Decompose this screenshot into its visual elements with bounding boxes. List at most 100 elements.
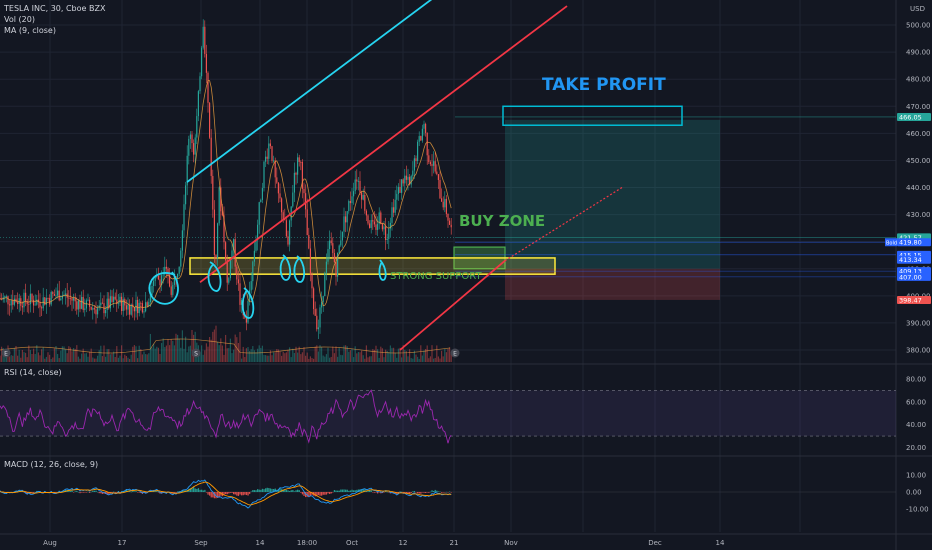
- volume-bar: [162, 338, 164, 362]
- strong-support-box: [189, 257, 556, 275]
- macd-histogram-bar: [404, 492, 406, 493]
- macd-tick-label: -10.00: [906, 506, 929, 514]
- candle-body: [146, 302, 148, 306]
- candle-body: [108, 298, 110, 309]
- volume-bar: [237, 342, 239, 362]
- macd-histogram-bar: [439, 491, 441, 493]
- macd-histogram-bar: [354, 490, 356, 492]
- volume-bar: [100, 345, 102, 362]
- candle-body: [303, 188, 305, 194]
- currency-label: USD: [910, 5, 925, 13]
- macd-histogram-bar: [444, 492, 446, 493]
- volume-bar: [380, 346, 382, 362]
- candle-body: [133, 307, 135, 312]
- candle-body: [236, 266, 238, 280]
- macd-histogram-bar: [426, 492, 428, 493]
- candle-body: [93, 308, 95, 310]
- macd-histogram-bar: [268, 488, 270, 492]
- volume-bar: [98, 350, 100, 362]
- volume-bar: [305, 355, 307, 362]
- macd-histogram-bar: [156, 490, 158, 492]
- candle-body: [79, 300, 81, 309]
- time-tick-label: 14: [256, 539, 265, 547]
- macd-histogram-bar: [100, 492, 102, 494]
- volume-bar: [77, 356, 79, 362]
- candle-body: [58, 290, 60, 301]
- candle-body: [292, 192, 294, 207]
- macd-histogram-bar: [434, 489, 436, 492]
- volume-bar: [429, 356, 431, 362]
- volume-bar: [109, 354, 111, 362]
- volume-bar: [117, 357, 119, 362]
- candle-body: [205, 53, 207, 73]
- volume-bar: [325, 354, 327, 362]
- price-tag-label: 466.05: [899, 113, 922, 121]
- candle-body: [23, 292, 25, 308]
- macd-line: [0, 479, 452, 509]
- volume-bar: [116, 346, 118, 362]
- volume-bar: [250, 349, 252, 362]
- macd-histogram-bar: [332, 492, 334, 493]
- event-marker: [191, 348, 201, 358]
- macd-histogram-bar: [252, 490, 254, 492]
- macd-histogram-bar: [85, 492, 88, 493]
- volume-bar: [210, 339, 212, 362]
- candle-body: [375, 224, 377, 230]
- candle-body: [412, 170, 414, 176]
- macd-histogram-bar: [239, 492, 241, 495]
- volume-bar: [154, 348, 156, 362]
- macd-histogram-bar: [343, 489, 345, 492]
- candle-body: [289, 220, 291, 245]
- volume-bar: [450, 353, 452, 362]
- macd-histogram-bar: [108, 492, 110, 495]
- volume-bar: [345, 345, 347, 362]
- volume-bar: [95, 358, 97, 362]
- macd-histogram-bar: [378, 492, 380, 493]
- candle-body: [225, 242, 227, 261]
- macd-histogram-bar: [271, 488, 273, 492]
- volume-bar: [50, 358, 52, 362]
- candle-body: [421, 128, 423, 141]
- macd-histogram-bar: [247, 492, 249, 496]
- candle-body: [204, 26, 206, 54]
- candles: [0, 19, 452, 340]
- candle-body: [223, 215, 225, 243]
- candle-body: [281, 198, 283, 213]
- volume-bar: [396, 357, 398, 362]
- volume-bar: [281, 355, 283, 362]
- macd-histogram-bar: [74, 491, 76, 492]
- volume-bar: [236, 337, 238, 362]
- volume-bar: [15, 346, 17, 362]
- candle-body: [9, 304, 11, 306]
- price-tick-label: 450.00: [906, 157, 931, 165]
- volume-bar: [373, 349, 375, 362]
- macd-histogram-bar: [260, 489, 262, 492]
- volume-bar: [228, 348, 230, 362]
- candle-body: [274, 160, 276, 178]
- macd-histogram-bar: [89, 492, 91, 493]
- time-tick-label: Sep: [194, 539, 208, 547]
- macd-histogram-bar: [202, 490, 204, 492]
- volume-bar: [33, 348, 35, 362]
- macd-histogram-bar: [316, 492, 318, 496]
- macd-histogram-bar: [157, 492, 160, 493]
- rsi-line: [0, 389, 452, 444]
- macd-histogram-bar: [125, 489, 128, 492]
- cyan-circle-drawing: [148, 271, 179, 305]
- volume-bar: [84, 353, 86, 362]
- candle-body: [50, 291, 52, 305]
- macd-histogram-bar: [447, 492, 449, 493]
- candle-body: [383, 226, 385, 230]
- candle-body: [129, 304, 131, 315]
- price-tag: [897, 255, 931, 264]
- macd-histogram-bar: [217, 492, 219, 498]
- volume-bar: [9, 356, 11, 362]
- volume-bar: [47, 352, 49, 362]
- macd-histogram-bar: [194, 488, 196, 492]
- volume-bar: [129, 358, 131, 362]
- volume-bar: [348, 351, 350, 362]
- candle-body: [10, 300, 12, 306]
- candle-body: [180, 250, 182, 267]
- candle-body: [245, 317, 247, 323]
